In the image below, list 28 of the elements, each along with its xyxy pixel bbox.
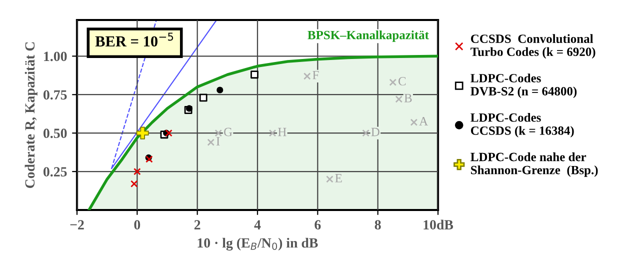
annotation: H [278,128,286,136]
x-tick-label: 10dB [424,220,454,230]
y-tick-label: 0.75 [44,90,67,100]
x-tick-label: 2 [194,220,200,230]
annotation: BER = 10$^{−5}$ [95,32,174,47]
x-tick-label: −2 [70,220,84,230]
annotation: G [224,128,232,136]
y-tick-label: 1.00 [44,52,67,62]
annotation: C [398,77,406,86]
y-tick-label: 0.25 [44,167,67,177]
legend-label: CCSDS Convolutional Turbo Codes (k = 6920) [470,34,596,59]
x-tick-label: 8 [374,220,381,230]
series-label: BPSK–Kanalkapazität [308,30,429,42]
legend-label: LDPC-Codes DVB-S2 (n = 64800) [470,74,577,98]
y-axis-title: Coderate R, Kapazität C [24,42,38,188]
y-tick-label: 0.50 [44,128,67,138]
legend-label: LDPC-Code nahe der Shannon-Grenze (Bsp.) [470,152,598,177]
annotation: E [335,174,342,182]
x-axis-title: 10 · lg (E$_{B}$/N$_{0}$) in dB [198,238,318,251]
x-tick-label: 0 [134,220,140,230]
annotation: A [419,117,428,126]
annotation: D [371,128,380,136]
annotation: B [404,94,412,102]
annotation: I [216,137,220,146]
x-tick-label: 4 [254,220,261,230]
legend-label: LDPC-Codes CCSDS (k = 16384) [470,113,574,138]
annotation: F [312,70,319,80]
x-tick-label: 6 [314,220,321,230]
